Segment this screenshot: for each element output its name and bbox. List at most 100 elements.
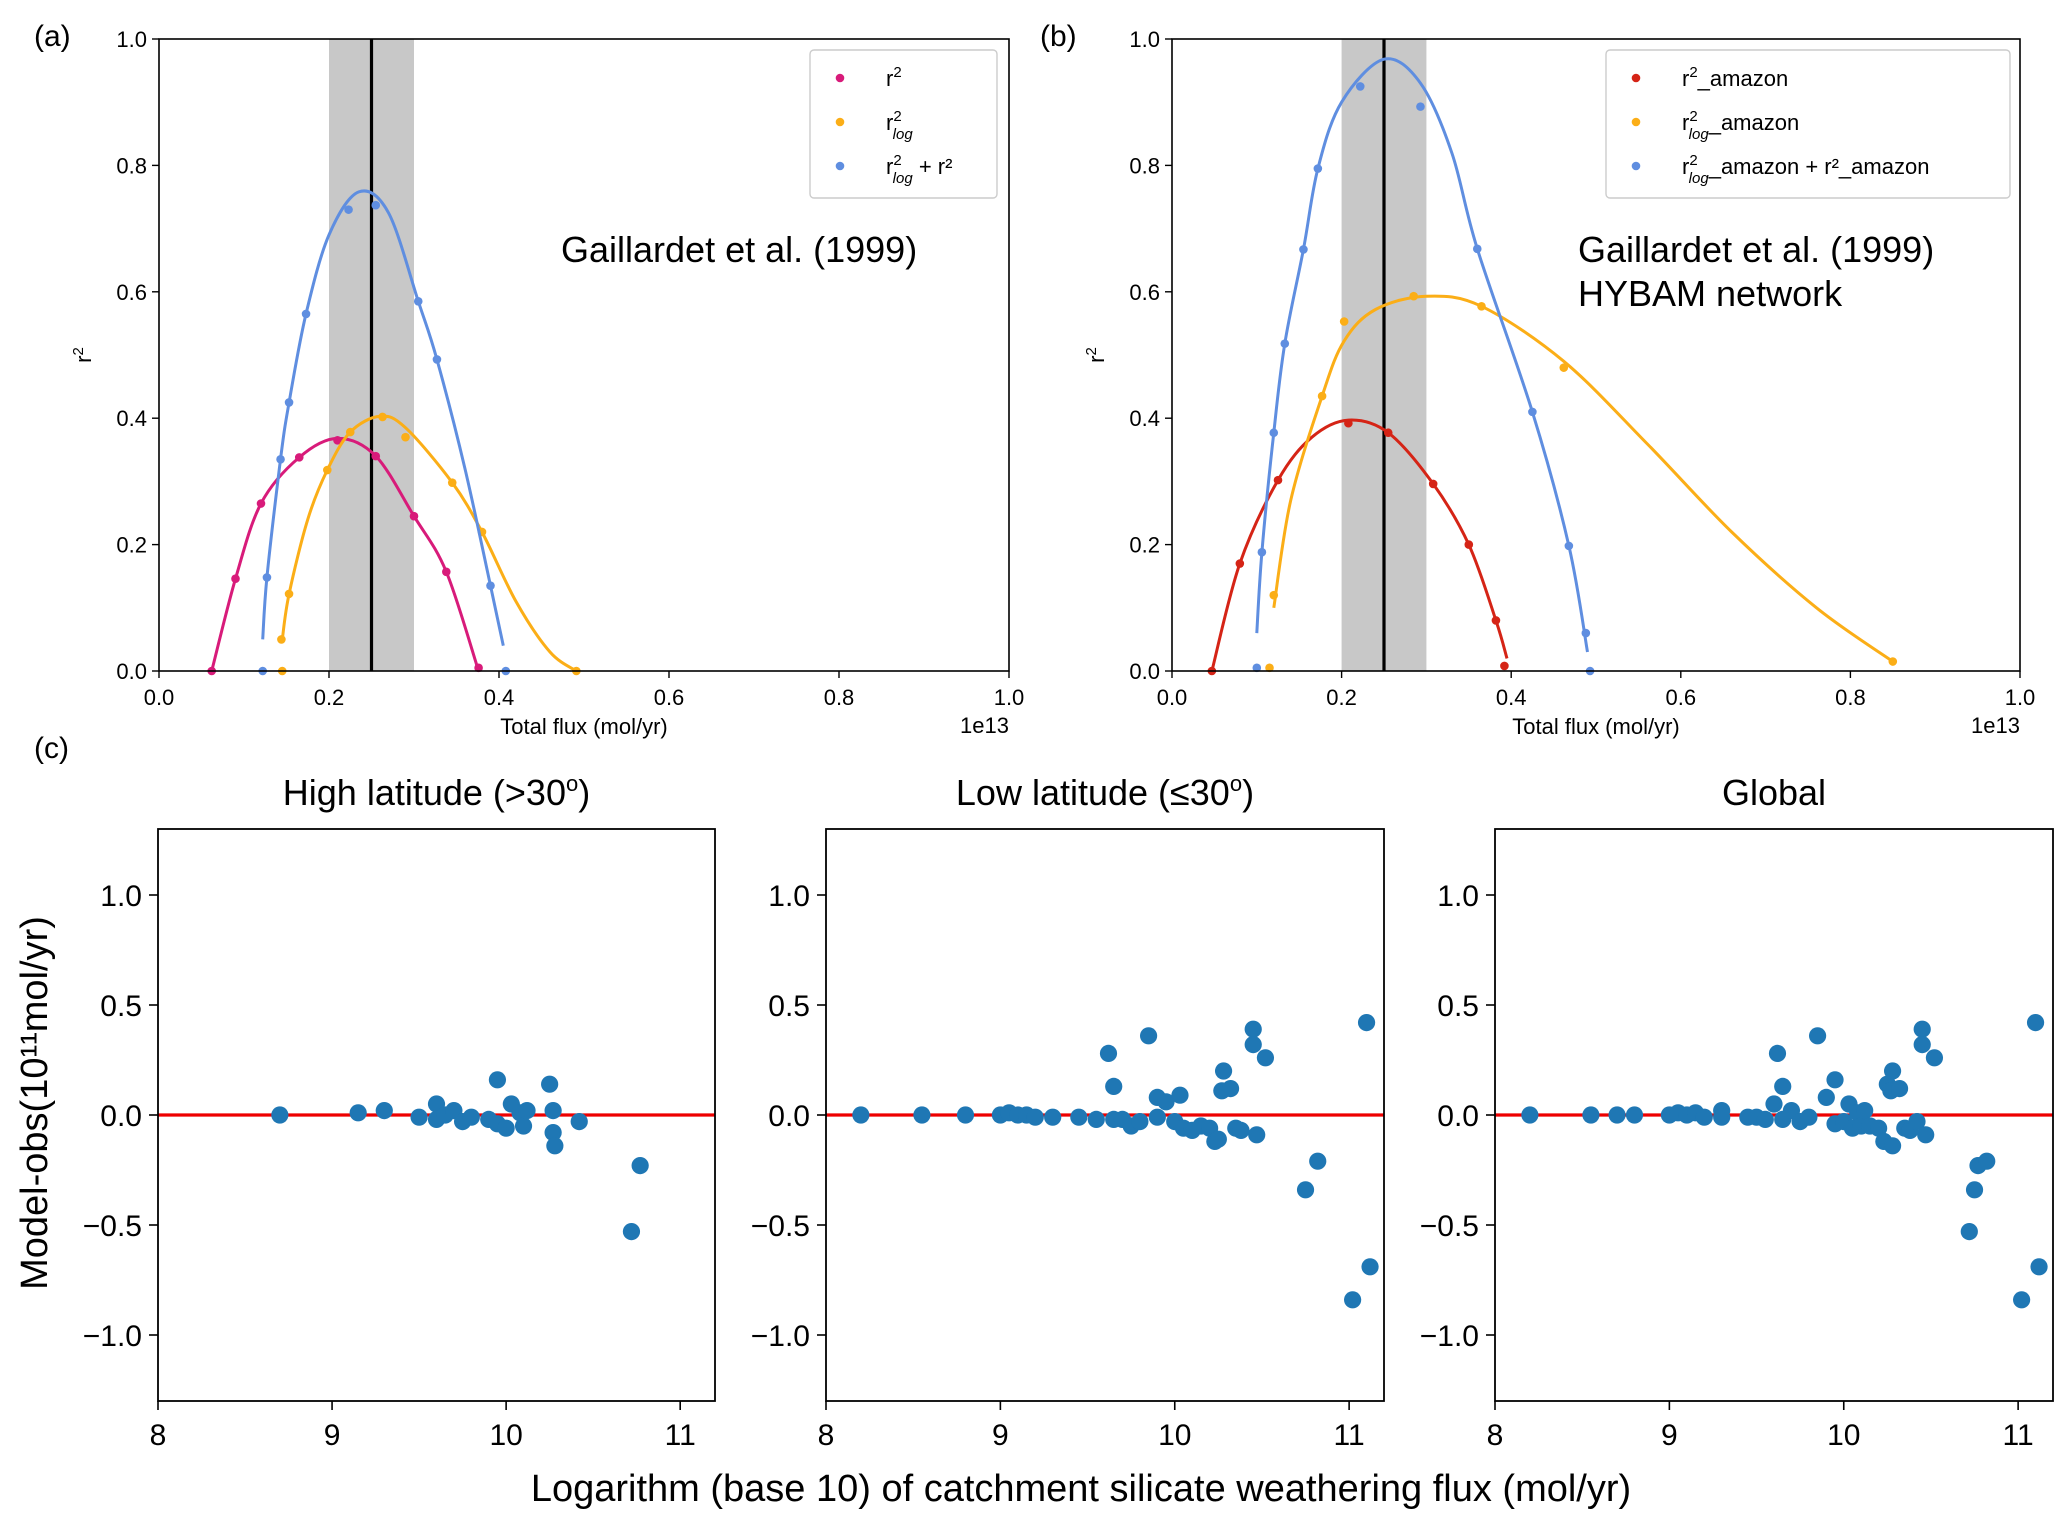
data-point-b-1-7 xyxy=(1888,657,1898,666)
x-tick-label: 11 xyxy=(2003,1419,2034,1452)
legend-text: r xyxy=(886,154,893,179)
data-point-b-2-10 xyxy=(1564,541,1574,551)
x-tick-label: 9 xyxy=(1661,1419,1678,1452)
y-tick-label: −0.5 xyxy=(751,1210,810,1243)
data-point-a-1-1 xyxy=(277,635,286,644)
data-point-b-1-1 xyxy=(1269,590,1279,600)
plot-frame xyxy=(158,38,1010,672)
legend-superscript: 2 xyxy=(1689,64,1697,81)
x-axis-offset-label: 1e13 xyxy=(960,713,1009,738)
x-tick-label: 0.8 xyxy=(1835,685,1866,710)
annotation-line-0: Gaillardet et al. (1999) xyxy=(561,229,917,270)
data-point-a-1-5 xyxy=(378,412,387,422)
data-point-c3-20 xyxy=(1800,1108,1818,1126)
x-tick-label: 0.0 xyxy=(144,685,175,710)
data-point-c2-17 xyxy=(1139,1027,1158,1045)
x-axis-offset-label: 1e13 xyxy=(1971,713,2020,738)
y-axis-label: r2 xyxy=(70,347,97,363)
chart-title: Global xyxy=(1722,772,1826,813)
data-point-b-0-2 xyxy=(1273,475,1283,485)
data-point-c2-12 xyxy=(1105,1077,1123,1095)
data-point-c2-9 xyxy=(1070,1108,1088,1126)
y-tick-label: 0.0 xyxy=(116,659,147,684)
data-point-c3-22 xyxy=(1817,1088,1835,1106)
y-tick-label: 0.5 xyxy=(768,990,810,1023)
legend-label-2: r2 log + r² xyxy=(886,152,952,187)
panel-label-a: (a) xyxy=(34,20,71,53)
data-point-c2-1 xyxy=(913,1106,931,1124)
y-tick-label: 1.0 xyxy=(100,880,142,913)
x-tick-label: 10 xyxy=(1158,1419,1191,1452)
chart-b: 0.0 0.2 0.4 0.6 0.8 1.0 0.0 0.2 0.4 0.6 0.8 1.0 Tota… xyxy=(1083,27,2036,739)
x-tick-label: 8 xyxy=(818,1419,835,1452)
data-point-b-2-2 xyxy=(1269,428,1279,438)
data-point-c1-22 xyxy=(570,1113,588,1131)
x-tick-label: 0.8 xyxy=(824,685,855,710)
x-tick-label: 0.2 xyxy=(314,685,345,710)
x-tick-label: 1.0 xyxy=(994,685,1025,710)
data-point-c3-42 xyxy=(1913,1020,1931,1038)
data-point-b-0-3 xyxy=(1344,418,1353,428)
chart-title-text: Low latitude (≤30 xyxy=(956,772,1230,813)
data-point-b-2-6 xyxy=(1355,82,1365,91)
y-tick-label: −0.5 xyxy=(83,1210,142,1243)
y-axis-label-superscript: 2 xyxy=(70,347,87,355)
data-point-a-0-4 xyxy=(333,436,342,445)
legend-text: r xyxy=(1682,66,1689,91)
panel-label-c: (c) xyxy=(34,732,69,765)
data-point-c2-2 xyxy=(956,1106,975,1124)
x-tick-label: 0.4 xyxy=(484,685,515,710)
plot-frame xyxy=(1171,38,2021,672)
data-point-b-2-8 xyxy=(1472,244,1482,254)
data-point-a-1-4 xyxy=(345,427,355,437)
legend-marker-2 xyxy=(835,161,845,171)
chart-title-text: High latitude (>30 xyxy=(283,772,566,813)
data-point-a-1-6 xyxy=(401,432,410,442)
data-point-a-2-4 xyxy=(301,309,311,319)
chart-title-text: Global xyxy=(1722,772,1826,813)
y-tick-label: 0.0 xyxy=(1437,1100,1479,1133)
y-axis-label: r2 xyxy=(1083,347,1110,363)
data-point-c1-23 xyxy=(622,1223,641,1241)
data-point-c2-11 xyxy=(1099,1044,1118,1062)
legend-superscript: 2 xyxy=(1689,108,1697,125)
data-point-c3-50 xyxy=(2013,1291,2031,1309)
data-point-c3-45 xyxy=(1925,1049,1944,1067)
y-tick-label: 0.2 xyxy=(116,533,147,558)
legend-box xyxy=(809,49,998,199)
y-tick-label: −1.0 xyxy=(83,1320,142,1353)
legend-marker-0 xyxy=(835,73,845,83)
legend-text: r xyxy=(886,110,893,135)
data-point-c2-8 xyxy=(1044,1108,1062,1126)
data-point-c1-17 xyxy=(518,1102,536,1120)
data-point-c3-13 xyxy=(1756,1110,1774,1128)
annotation-line-0: Gaillardet et al. (1999) xyxy=(1578,229,1934,270)
data-point-b-2-9 xyxy=(1528,407,1537,417)
legend-text: r xyxy=(1682,110,1689,135)
chart-title: Low latitude (≤30o) xyxy=(956,771,1254,813)
data-point-a-1-2 xyxy=(284,589,294,599)
data-point-a-2-9 xyxy=(486,581,495,590)
chart-title-tail: ) xyxy=(578,772,590,813)
chart-a: 0.0 0.2 0.4 0.6 0.8 1.0 0.0 0.2 0.4 0.6 0.8 1.0 Tota… xyxy=(70,27,1025,739)
data-point-b-0-5 xyxy=(1428,479,1438,489)
legend-label-0: r2 xyxy=(886,64,902,91)
data-point-c1-13 xyxy=(497,1119,515,1137)
data-point-c3-44 xyxy=(1917,1126,1935,1144)
y-tick-label: 0.6 xyxy=(1129,280,1160,305)
data-point-c1-3 xyxy=(410,1108,428,1126)
data-point-b-2-0 xyxy=(1252,663,1262,673)
y-tick-label: 1.0 xyxy=(768,880,810,913)
data-point-c2-10 xyxy=(1087,1110,1105,1128)
legend-label-0: r2_amazon xyxy=(1682,64,1788,91)
x-tick-label: 11 xyxy=(665,1419,696,1452)
data-point-a-2-7 xyxy=(413,296,423,306)
data-point-b-2-1 xyxy=(1257,547,1267,557)
data-point-a-1-3 xyxy=(323,465,332,475)
legend-subscript: log xyxy=(1689,170,1710,187)
data-point-b-2-11 xyxy=(1581,628,1591,638)
y-tick-label: −0.5 xyxy=(1420,1210,1479,1243)
x-tick-label: 0.6 xyxy=(654,685,685,710)
x-axis-label: Total flux (mol/yr) xyxy=(500,714,667,739)
data-point-c3-49 xyxy=(1978,1152,1996,1170)
